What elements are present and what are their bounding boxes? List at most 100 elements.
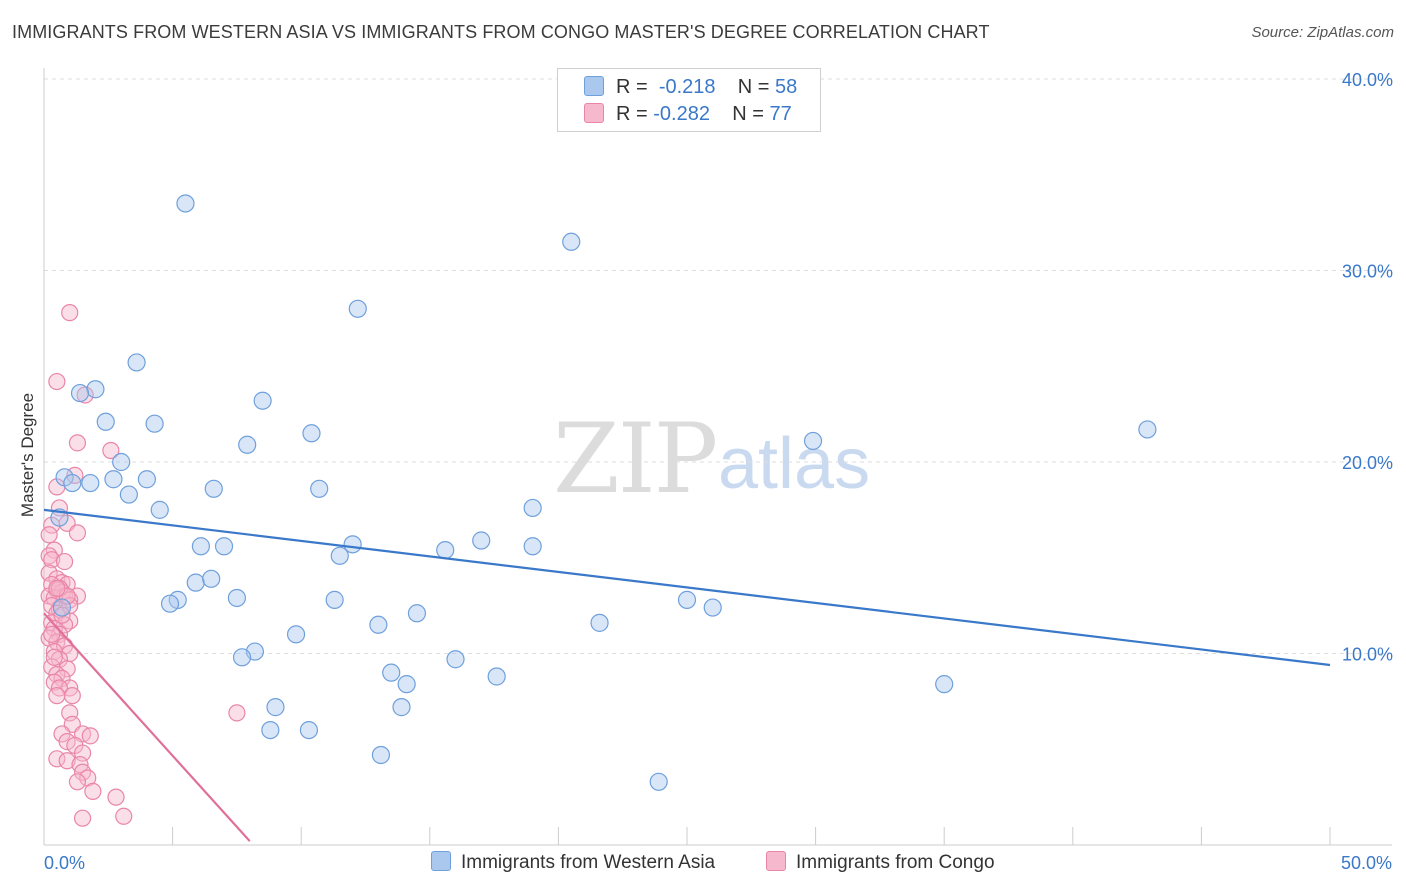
congo-point — [43, 551, 61, 569]
congo-point — [63, 687, 81, 705]
western-asia-trend-line — [43, 508, 1331, 667]
congo-trend-line — [43, 612, 251, 842]
western-asia-point — [436, 540, 455, 560]
congo-series-points — [40, 304, 246, 827]
western-asia-point — [677, 590, 697, 609]
gridlines — [44, 78, 1392, 654]
western-asia-point — [407, 604, 427, 623]
western-asia-point — [302, 424, 321, 443]
congo-point — [48, 372, 66, 391]
western-asia-point — [392, 698, 411, 717]
legend-n-label: N = — [732, 103, 764, 125]
western-asia-point — [310, 479, 329, 498]
x-tick-label: 50.0% — [1341, 853, 1392, 873]
western-asia-point — [590, 613, 609, 632]
congo-point — [45, 648, 63, 666]
congo-point — [58, 660, 76, 678]
western-asia-point — [127, 353, 146, 372]
western-asia-point — [214, 537, 234, 556]
blue-swatch-icon — [431, 851, 451, 871]
legend-r-value: -0.218 — [658, 76, 716, 98]
congo-point — [40, 526, 58, 544]
western-asia-point — [63, 473, 82, 493]
legend-r-value: -0.282 — [653, 103, 710, 125]
western-asia-point — [86, 380, 105, 399]
western-asia-point — [176, 194, 195, 213]
western-asia-point — [112, 452, 131, 472]
western-asia-point — [523, 537, 542, 556]
western-asia-point — [70, 383, 90, 403]
x-tick-label: 0.0% — [44, 853, 85, 873]
western-asia-point — [191, 537, 210, 556]
western-asia-point — [238, 435, 257, 454]
western-asia-point — [325, 590, 344, 609]
congo-point — [48, 579, 66, 597]
congo-point — [73, 809, 92, 827]
western-asia-point — [330, 546, 349, 565]
congo-point — [68, 773, 87, 791]
western-asia-point — [935, 675, 954, 694]
trend-lines — [43, 508, 1331, 842]
congo-point — [48, 750, 66, 768]
western-asia-point — [299, 720, 319, 740]
blue-swatch-icon — [584, 76, 604, 96]
chart-title: IMMIGRANTS FROM WESTERN ASIA VS IMMIGRAN… — [12, 22, 990, 42]
western-asia-point — [137, 470, 156, 489]
legend-r-label: R = — [616, 76, 648, 98]
bottom-legend-congo: Immigrants from Congo — [766, 851, 995, 877]
western-asia-point — [446, 650, 465, 669]
western-asia-point — [52, 598, 72, 617]
western-asia-point — [286, 625, 306, 644]
congo-point — [81, 727, 99, 745]
western-asia-point — [703, 598, 722, 617]
source-label: Source: ZipAtlas.com — [1251, 24, 1394, 41]
pink-swatch-icon — [766, 851, 786, 871]
legend-n-value: 58 — [775, 76, 798, 98]
western-asia-point — [472, 531, 491, 550]
legend-r-label: R = — [616, 103, 648, 125]
watermark-zip: ZIP — [553, 403, 716, 515]
congo-point — [48, 687, 66, 705]
congo-point — [53, 606, 71, 624]
congo-point — [68, 524, 87, 542]
bottom-legend-label: Immigrants from Congo — [796, 852, 995, 873]
western-asia-point — [649, 772, 668, 791]
legend-n-label: N = — [737, 76, 770, 98]
legend-row-western-asia: R = -0.218 N = 58 — [584, 76, 797, 102]
congo-point — [115, 807, 133, 825]
western-asia-point — [202, 569, 221, 588]
legend-n-value: 77 — [769, 103, 792, 125]
western-asia-point — [523, 498, 542, 518]
y-tick-label: 20.0% — [1342, 453, 1393, 473]
western-asia-point — [119, 485, 138, 504]
bottom-legend-label: Immigrants from Western Asia — [461, 852, 716, 873]
western-asia-point — [803, 431, 823, 451]
western-asia-point — [160, 594, 180, 613]
western-asia-point — [397, 675, 416, 694]
western-asia-point — [261, 720, 280, 740]
western-asia-point — [96, 412, 115, 431]
western-asia-point — [104, 470, 123, 489]
axes — [43, 68, 1392, 846]
western-asia-point — [227, 588, 246, 608]
western-asia-point — [81, 473, 100, 493]
congo-point — [58, 752, 76, 770]
legend-row-congo: R = -0.282 N = 77 — [584, 103, 792, 129]
western-asia-point — [150, 500, 169, 519]
bottom-legend-western-asia: Immigrants from Western Asia — [431, 851, 715, 877]
western-asia-point — [1138, 420, 1157, 439]
western-asia-point — [232, 648, 252, 667]
congo-point — [84, 782, 102, 800]
watermark-atlas: atlas — [718, 424, 870, 504]
western-asia-point — [266, 698, 285, 717]
congo-point — [107, 788, 125, 806]
western-asia-point — [382, 663, 401, 682]
y-tick-label: 40.0% — [1342, 70, 1393, 90]
western-asia-point — [371, 745, 391, 765]
pink-swatch-icon — [584, 103, 604, 123]
western-asia-point — [253, 391, 272, 410]
congo-point — [68, 434, 87, 452]
western-asia-point — [487, 667, 506, 686]
y-tick-label: 10.0% — [1342, 645, 1393, 665]
western-asia-point — [145, 414, 164, 433]
